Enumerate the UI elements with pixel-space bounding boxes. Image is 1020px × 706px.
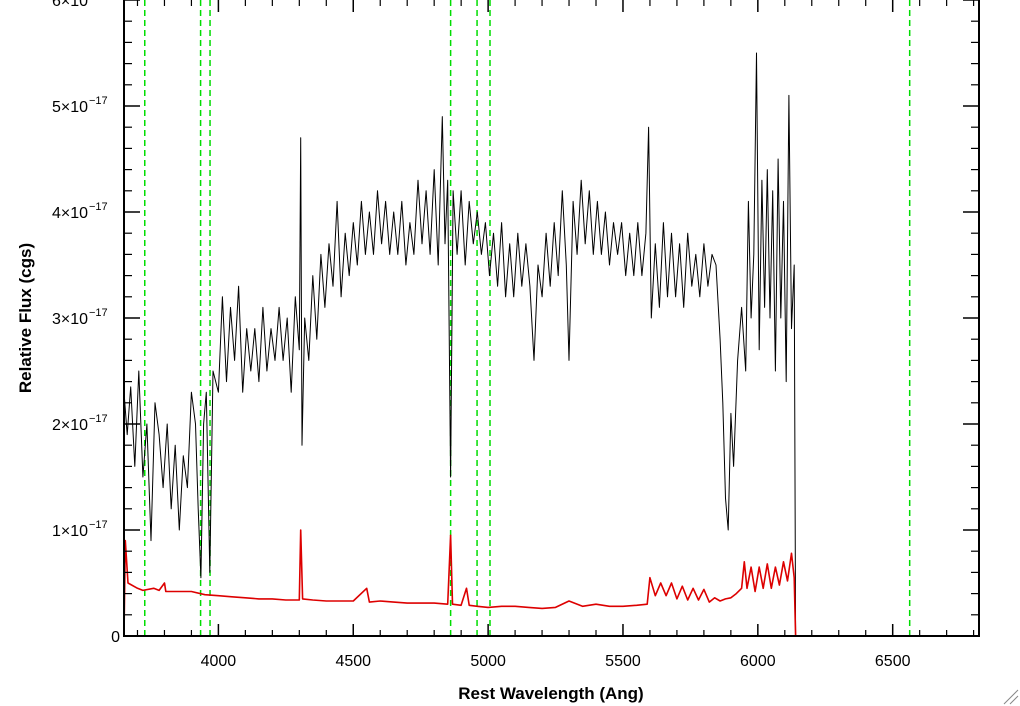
x-tick-label: 5500 <box>605 653 641 670</box>
y-tick-label: 2×10 <box>52 417 88 434</box>
y-tick-exponent: −17 <box>89 413 108 425</box>
series-layer <box>123 52 979 637</box>
y-tick-exponent: −17 <box>89 201 108 213</box>
x-tick-label: 4000 <box>201 653 237 670</box>
series-line <box>123 529 979 637</box>
y-tick-label: 3×10 <box>52 311 88 328</box>
x-axis-title: Rest Wavelength (Ang) <box>458 684 643 703</box>
y-tick-label: 5×10 <box>52 99 88 116</box>
axis-ticks <box>124 0 979 637</box>
y-tick-labels: 01×10 −172×10 −173×10 −174×10 −175×10 −176×10… <box>52 0 120 646</box>
x-tick-label: 6000 <box>740 653 776 670</box>
y-tick-label: 0 <box>111 629 120 646</box>
y-tick-exponent: −17 <box>89 307 108 319</box>
y-tick-label: 6×10 <box>52 0 88 10</box>
series-line <box>123 52 797 637</box>
x-tick-label: 6500 <box>875 653 911 670</box>
y-axis-title: Relative Flux (cgs) <box>16 243 35 393</box>
y-tick-label: 4×10 <box>52 205 88 222</box>
y-tick-exponent: −17 <box>89 95 108 107</box>
x-tick-labels: 4000 4500 5000 5500 6000 6500 <box>201 653 911 670</box>
resize-grip-icon <box>1003 689 1019 705</box>
x-tick-label: 5000 <box>470 653 506 670</box>
x-tick-label: 4500 <box>335 653 371 670</box>
y-tick-label: 1×10 <box>52 523 88 540</box>
y-tick-exponent: −17 <box>89 0 108 1</box>
plot-frame <box>123 0 980 637</box>
y-tick-exponent: −17 <box>89 519 108 531</box>
